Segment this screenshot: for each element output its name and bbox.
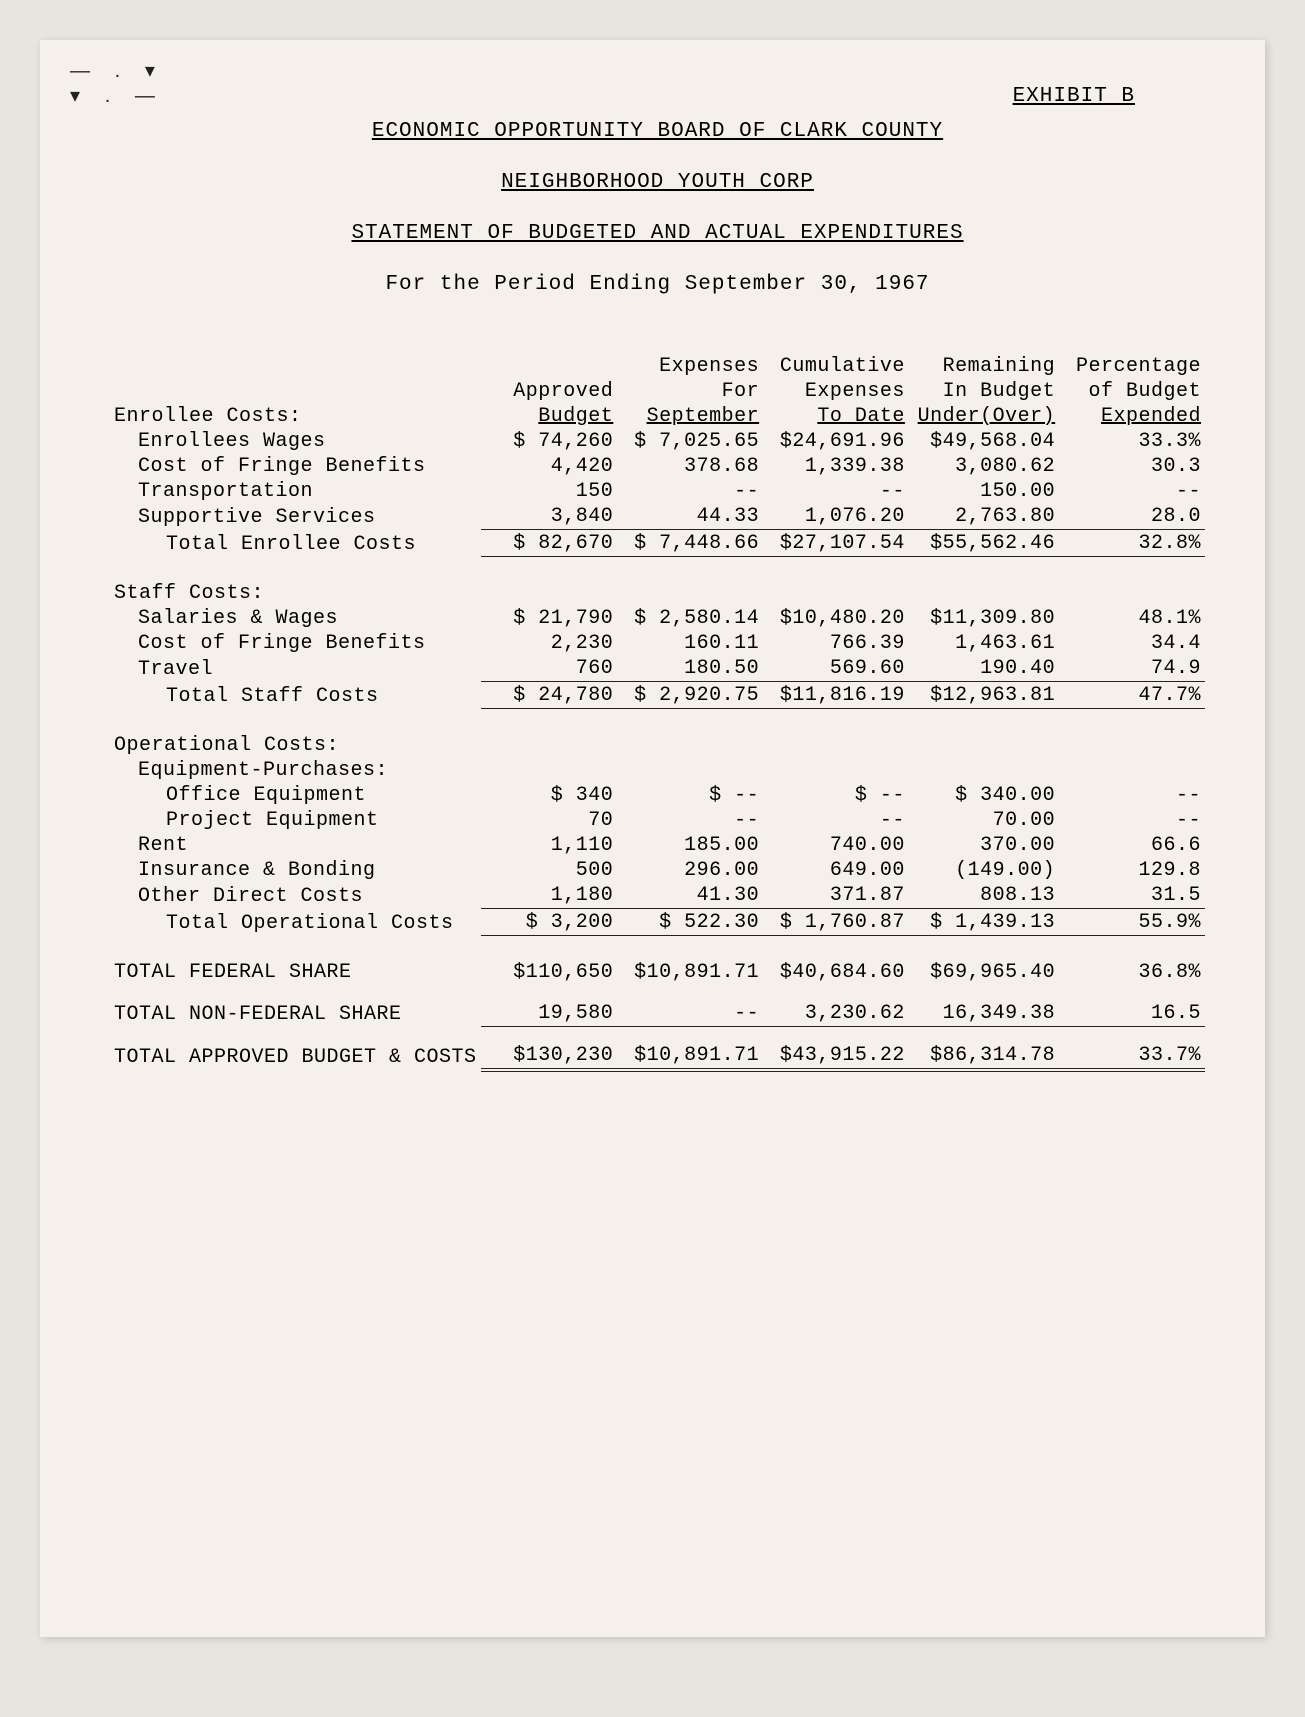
period-ending: For the Period Ending September 30, 1967 xyxy=(385,273,929,296)
col-approved-h1: Approved xyxy=(481,379,618,404)
cell-cum: $24,691.96 xyxy=(763,429,909,454)
section-operational-head: Operational Costs: xyxy=(110,733,1205,758)
row-label: TOTAL FEDERAL SHARE xyxy=(110,960,481,985)
row-label: Cost of Fringe Benefits xyxy=(110,454,481,479)
table-row: Cost of Fringe Benefits 2,230 160.11 766… xyxy=(110,631,1205,656)
cell-budget: $ 74,260 xyxy=(481,429,618,454)
row-label: TOTAL NON-FEDERAL SHARE xyxy=(110,1001,481,1027)
col-cumulative-h2: Expenses xyxy=(763,379,909,404)
col-cumulative-h1: Cumulative xyxy=(763,354,909,379)
col-percentage-h2: of Budget xyxy=(1059,379,1205,404)
page-marks: — . ▾▾ . — xyxy=(70,58,157,108)
col-remaining-h2: In Budget xyxy=(909,379,1059,404)
header-row-2: Approved For Expenses In Budget of Budge… xyxy=(110,379,1205,404)
header-row-3: Enrollee Costs: Budget September To Date… xyxy=(110,404,1205,429)
row-label: TOTAL APPROVED BUDGET & COSTS xyxy=(110,1043,481,1070)
table-row: Travel 760 180.50 569.60 190.40 74.9 xyxy=(110,656,1205,682)
total-federal-row: TOTAL FEDERAL SHARE $110,650 $10,891.71 … xyxy=(110,960,1205,985)
col-cumulative-h3: To Date xyxy=(817,405,905,428)
table-row: Transportation 150 -- -- 150.00 -- xyxy=(110,479,1205,504)
col-approved-h2: Budget xyxy=(538,405,613,428)
total-nonfederal-row: TOTAL NON-FEDERAL SHARE 19,580 -- 3,230.… xyxy=(110,1001,1205,1027)
table-row: Cost of Fringe Benefits 4,420 378.68 1,3… xyxy=(110,454,1205,479)
row-label: Transportation xyxy=(110,479,481,504)
table-row: Insurance & Bonding 500 296.00 649.00 (1… xyxy=(110,858,1205,883)
row-label: Total Enrollee Costs xyxy=(110,530,481,557)
table-row: Other Direct Costs 1,180 41.30 371.87 80… xyxy=(110,883,1205,909)
subsection-equipment: Equipment-Purchases: xyxy=(110,758,1205,783)
subsection-equipment-head: Equipment-Purchases: xyxy=(110,758,1205,783)
table-row: Office Equipment $ 340 $ -- $ -- $ 340.0… xyxy=(110,783,1205,808)
col-remaining-h3: Under(Over) xyxy=(918,405,1056,428)
header-block: ECONOMIC OPPORTUNITY BOARD OF CLARK COUN… xyxy=(110,120,1205,324)
col-expenses-h3: September xyxy=(647,405,760,428)
col-percentage-h3: Expended xyxy=(1101,405,1201,428)
exhibit-label: EXHIBIT B xyxy=(1013,85,1135,108)
cell-sep: $ 7,025.65 xyxy=(617,429,763,454)
title-program: NEIGHBORHOOD YOUTH CORP xyxy=(501,171,814,194)
col-remaining-h1: Remaining xyxy=(909,354,1059,379)
cell-pct: 33.3% xyxy=(1059,429,1205,454)
table-row: Enrollees Wages $ 74,260 $ 7,025.65 $24,… xyxy=(110,429,1205,454)
total-row-enrollee: Total Enrollee Costs $ 82,670 $ 7,448.66… xyxy=(110,530,1205,557)
section-operational: Operational Costs: xyxy=(110,733,1205,758)
grand-total-row: TOTAL APPROVED BUDGET & COSTS $130,230 $… xyxy=(110,1043,1205,1070)
table-row: Salaries & Wages $ 21,790 $ 2,580.14 $10… xyxy=(110,606,1205,631)
col-expenses-h1: Expenses xyxy=(617,354,763,379)
total-row-staff: Total Staff Costs $ 24,780 $ 2,920.75 $1… xyxy=(110,682,1205,709)
section-staff-head: Staff Costs: xyxy=(110,581,1205,606)
row-label: Supportive Services xyxy=(110,504,481,530)
col-expenses-h2: For xyxy=(617,379,763,404)
budget-table: Expenses Cumulative Remaining Percentage… xyxy=(110,354,1205,1072)
cell-rem: $49,568.04 xyxy=(909,429,1059,454)
title-statement: STATEMENT OF BUDGETED AND ACTUAL EXPENDI… xyxy=(351,222,963,245)
document-page: — . ▾▾ . — EXHIBIT B ECONOMIC OPPORTUNIT… xyxy=(40,40,1265,1637)
section-staff: Staff Costs: xyxy=(110,581,1205,606)
col-percentage-h1: Percentage xyxy=(1059,354,1205,379)
table-row: Supportive Services 3,840 44.33 1,076.20… xyxy=(110,504,1205,530)
header-row-1: Expenses Cumulative Remaining Percentage xyxy=(110,354,1205,379)
row-label: Enrollees Wages xyxy=(110,429,481,454)
title-org: ECONOMIC OPPORTUNITY BOARD OF CLARK COUN… xyxy=(372,120,943,143)
total-row-operational: Total Operational Costs $ 3,200 $ 522.30… xyxy=(110,909,1205,936)
table-row: Rent 1,110 185.00 740.00 370.00 66.6 xyxy=(110,833,1205,858)
table-row: Project Equipment 70 -- -- 70.00 -- xyxy=(110,808,1205,833)
section-enrollee-head: Enrollee Costs: xyxy=(110,404,481,429)
